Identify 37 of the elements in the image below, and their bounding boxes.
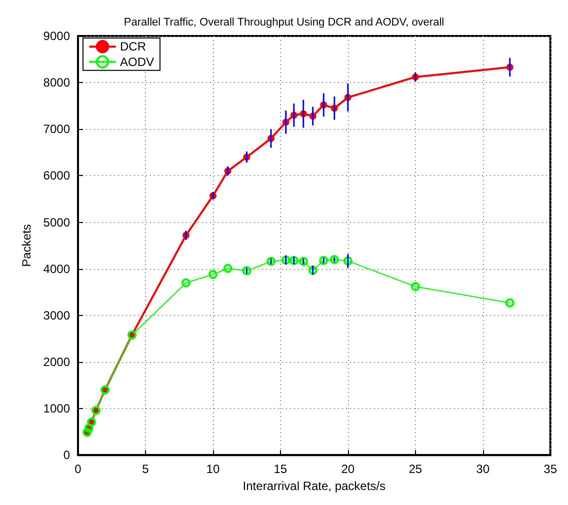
chart-title: Parallel Traffic, Overall Throughput Using DCR and AODV, overall <box>124 16 444 28</box>
y-tick-label: 2000 <box>43 354 70 369</box>
point <box>410 282 420 292</box>
point <box>308 266 318 275</box>
x-tick-label: 5 <box>142 462 150 476</box>
point <box>223 264 232 273</box>
y-tick-label: 0 <box>63 448 70 462</box>
point <box>319 256 328 265</box>
x-tick-label: 15 <box>274 462 288 476</box>
x-tick-label: 30 <box>476 462 490 476</box>
point <box>208 270 218 279</box>
x-tick-label: 0 <box>74 462 82 476</box>
x-tick-label: 25 <box>408 462 422 476</box>
x-tick-label: 20 <box>341 462 355 476</box>
y-tick-label: 3000 <box>43 308 70 322</box>
point <box>266 256 276 266</box>
y-tick-label: 8000 <box>43 76 70 90</box>
point <box>343 256 352 266</box>
x-tick-label: 10 <box>206 462 220 476</box>
y-tick-label: 6000 <box>43 168 70 183</box>
point <box>298 256 308 266</box>
legend-label: DCR <box>120 40 146 54</box>
legend-label: AODV <box>120 54 154 69</box>
point <box>242 266 252 276</box>
y-tick-label: 9000 <box>43 29 70 43</box>
x-tick-label: 35 <box>544 462 558 476</box>
point <box>505 298 514 308</box>
point <box>281 255 290 264</box>
y-axis-title: Packets <box>19 224 34 267</box>
y-tick-label: 5000 <box>43 215 70 230</box>
x-axis-title: Interarrival Rate, packets/s <box>242 479 386 493</box>
point <box>330 255 339 264</box>
y-tick-label: 7000 <box>43 122 70 136</box>
point <box>289 256 298 265</box>
y-tick-label: 1000 <box>43 402 70 416</box>
point <box>181 278 190 288</box>
y-tick-label: 4000 <box>43 262 70 276</box>
